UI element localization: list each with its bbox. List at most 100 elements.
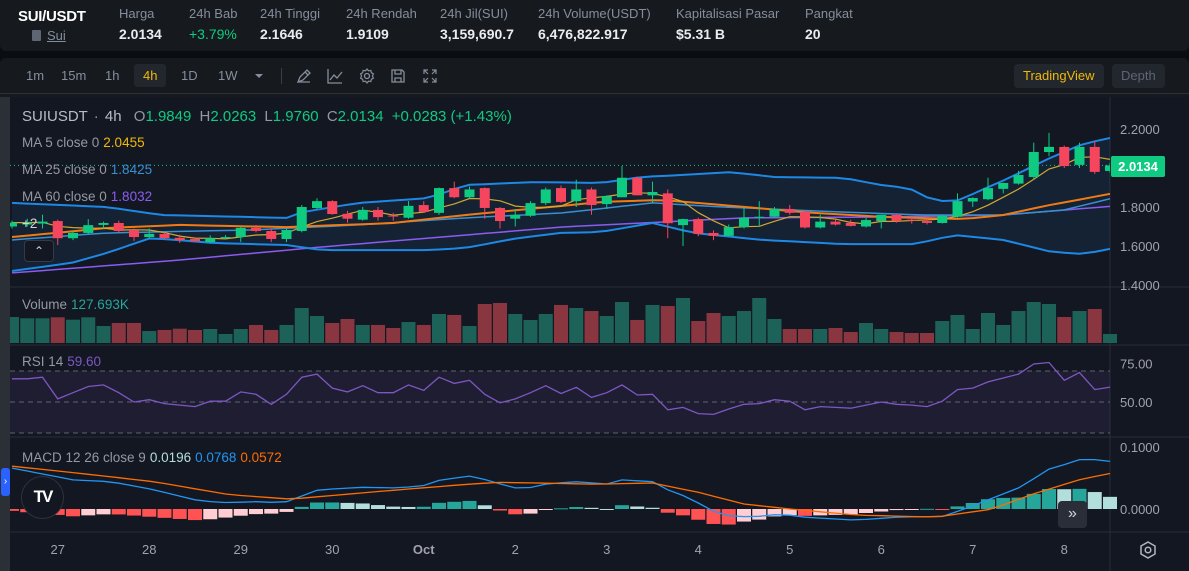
candle: [662, 189, 673, 239]
tradingview-logo[interactable]: TV: [21, 476, 64, 519]
macd-histogram-bar: [188, 509, 202, 521]
stat-label: 24h Volume(USDT): [538, 6, 651, 21]
candle-body: [22, 222, 33, 225]
candle-body: [190, 238, 200, 242]
time-tick-label: 27: [51, 542, 65, 557]
ma5-legend[interactable]: MA 5 close 0 2.0455: [22, 135, 145, 150]
stat-low: 24h Rendah 1.9109: [346, 6, 417, 42]
macd-histogram-bar: [645, 507, 660, 509]
candle: [632, 176, 643, 196]
candle: [327, 200, 338, 215]
ma25-line: [11, 197, 1110, 241]
candle-body: [495, 207, 505, 222]
more-indicators-count[interactable]: +2: [22, 216, 38, 231]
volume-bar: [645, 304, 660, 343]
volume-legend[interactable]: Volume 127.693K: [22, 297, 129, 312]
candle: [495, 207, 505, 229]
interval-1m[interactable]: 1m: [26, 68, 45, 83]
volume-label: Volume: [22, 297, 68, 312]
candle: [723, 224, 734, 237]
interval-1w[interactable]: 1W: [218, 68, 238, 83]
volume-bar: [1072, 311, 1087, 343]
volume-bar: [188, 329, 202, 343]
legend-interval: 4h: [104, 108, 122, 125]
candle: [647, 181, 658, 204]
rsi-legend[interactable]: RSI 14 59.60: [22, 354, 101, 369]
settings-gear-icon[interactable]: [358, 67, 376, 85]
volume-bar: [554, 304, 568, 343]
ma25-legend[interactable]: MA 25 close 0 1.8425: [22, 162, 152, 177]
ma60-legend[interactable]: MA 60 close 0 1.8032: [22, 189, 152, 204]
chart-settings-icon[interactable]: [1138, 540, 1158, 560]
volume-bar: [691, 321, 706, 343]
fullscreen-icon[interactable]: [421, 67, 439, 85]
volume-bar: [782, 328, 797, 343]
candle: [891, 213, 902, 223]
macd-histogram-bar: [279, 509, 294, 512]
candle: [1059, 145, 1070, 168]
volume-bar: [294, 308, 309, 343]
candle: [190, 237, 200, 243]
volume-bar: [813, 328, 828, 343]
candle-body: [1105, 165, 1110, 171]
volume-bar: [142, 331, 157, 343]
stat-label: 24h Tinggi: [260, 6, 320, 21]
candle-body: [678, 219, 688, 226]
interval-4h[interactable]: 4h: [134, 64, 167, 87]
macd-legend[interactable]: MACD 12 26 close 9 0.0196 0.0768 0.0572: [22, 450, 282, 465]
stat-price: Harga 2.0134: [119, 6, 162, 42]
candle-body: [52, 221, 63, 239]
macd-histogram-bar: [950, 506, 965, 509]
candle-body: [479, 188, 490, 208]
candle: [1013, 170, 1024, 185]
macd-histogram-bar: [691, 509, 706, 520]
coin-link[interactable]: Sui: [47, 28, 66, 43]
collapse-legend-button[interactable]: ⌃: [24, 240, 54, 262]
candle-body: [922, 221, 932, 223]
candle: [617, 166, 627, 198]
candle-body: [144, 233, 155, 238]
high-label: H: [199, 108, 211, 125]
volume-bar: [752, 298, 767, 343]
interval-1h[interactable]: 1h: [105, 68, 120, 83]
macd-histogram-bar: [493, 509, 507, 511]
candle: [312, 198, 322, 209]
save-icon[interactable]: [389, 67, 407, 85]
time-tick-label: 7: [969, 542, 976, 557]
macd-histogram-bar: [981, 499, 995, 509]
candle: [1105, 162, 1110, 173]
time-tick-label: 8: [1061, 542, 1068, 557]
ma60-label: MA 60 close 0: [22, 189, 107, 204]
scroll-to-latest-button[interactable]: »: [1058, 501, 1087, 528]
interval-15m[interactable]: 15m: [61, 68, 87, 83]
interval-dropdown-icon[interactable]: [250, 67, 268, 85]
macd-histogram-bar: [233, 509, 248, 516]
indicators-icon[interactable]: [326, 67, 344, 85]
macd-histogram-bar: [325, 502, 340, 509]
volume-bar: [889, 332, 904, 343]
interval-1d[interactable]: 1D: [181, 68, 198, 83]
coin-info-link[interactable]: Sui: [32, 28, 66, 43]
volume-bar: [935, 321, 950, 343]
candle-body: [769, 208, 780, 217]
macd-histogram-bar: [294, 506, 309, 509]
candle: [739, 207, 749, 229]
view-depth-button[interactable]: Depth: [1112, 64, 1165, 88]
candle: [159, 232, 170, 240]
macd-histogram-bar: [782, 509, 797, 516]
candle: [205, 235, 216, 244]
macd-histogram-bar: [889, 509, 904, 511]
bollinger-upper-line: [11, 137, 1110, 219]
stat-value: 1.9109: [346, 26, 389, 42]
ma25-value: 1.8425: [110, 162, 153, 177]
view-tradingview-button[interactable]: TradingView: [1014, 64, 1104, 88]
candle-body: [800, 211, 810, 228]
candle-body: [10, 222, 17, 227]
expand-panel-tab[interactable]: ›: [1, 468, 10, 496]
volume-bar: [676, 298, 690, 343]
macd-histogram-bar: [401, 506, 416, 509]
macd-histogram-bar: [920, 508, 934, 510]
draw-pen-icon[interactable]: [295, 67, 313, 85]
candle: [784, 205, 795, 215]
